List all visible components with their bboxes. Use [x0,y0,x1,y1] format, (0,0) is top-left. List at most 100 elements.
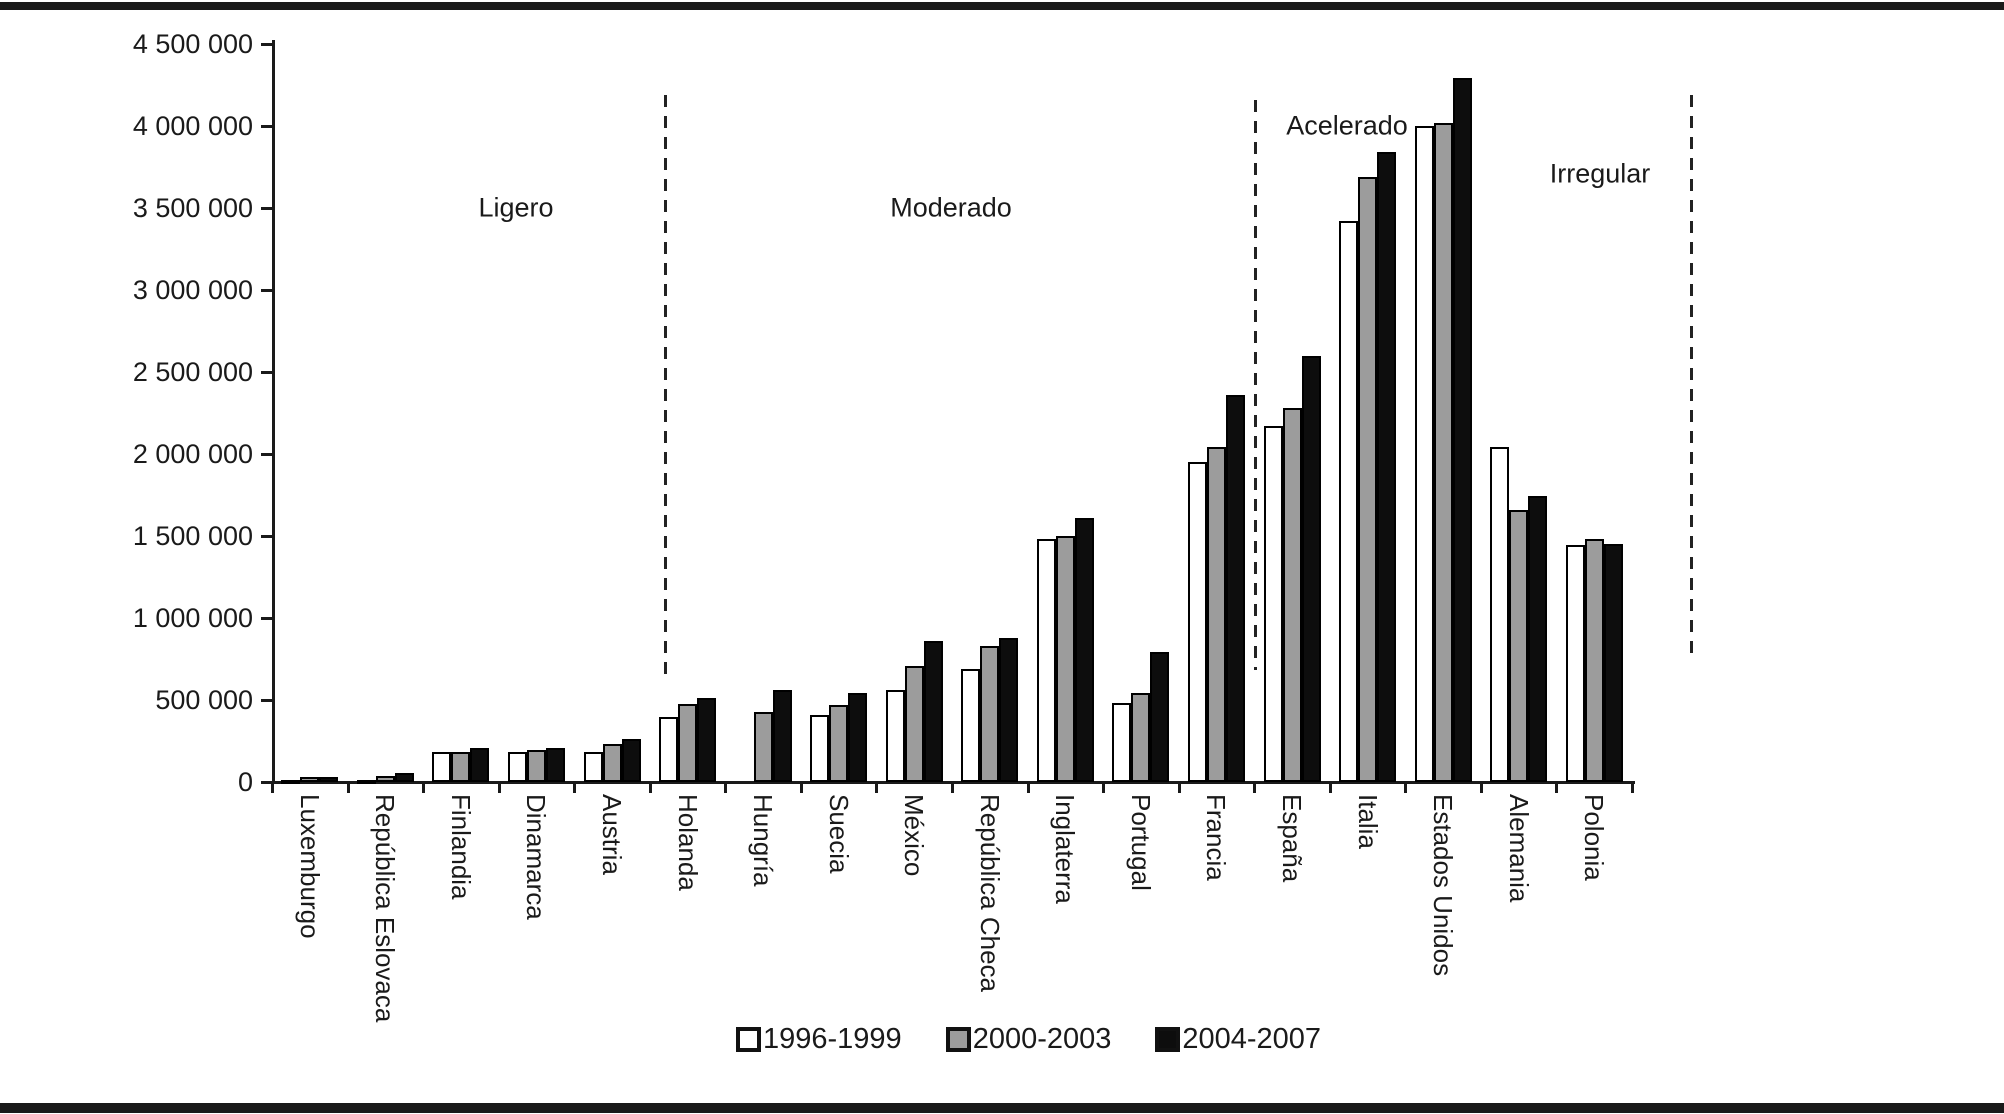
x-tick [1404,782,1408,793]
bar-austria-1996-1999 [584,752,603,782]
legend: 1996-1999 2000-2003 2004-2007 [736,1024,1321,1054]
bar-hungria-2000-2003 [754,712,773,782]
bar-polonia-1996-1999 [1566,545,1585,782]
x-tick [1479,782,1483,793]
x-category-label-suecia: Suecia [823,794,854,874]
y-tick [261,617,272,620]
x-tick [573,782,577,793]
bar-republica-checa-1996-1999 [961,669,980,782]
bar-suecia-2004-2007 [848,693,867,782]
x-category-label-austria: Austria [597,794,627,875]
y-tick-label: 500 000 [155,685,253,715]
section-label-moderado: Moderado [890,192,1012,223]
bar-republica-eslovaca-1996-1999 [357,780,376,784]
y-tick [261,43,272,46]
y-tick-label: 1 500 000 [132,521,253,551]
bar-portugal-2000-2003 [1131,693,1150,782]
x-category-label-italia: Italia [1352,794,1383,849]
bar-mexico-2004-2007 [924,641,943,782]
bar-espana-1996-1999 [1264,426,1283,782]
x-category-label-mexico: México [899,794,930,877]
bar-austria-2004-2007 [622,739,641,782]
x-category-label-luxemburgo: Luxemburgo [294,794,325,939]
bar-portugal-2004-2007 [1150,652,1169,782]
legend-label: 2004-2007 [1182,1023,1322,1055]
legend-label: 1996-1999 [763,1023,902,1055]
x-category-label-hungria: Hungría [748,794,779,887]
legend-swatch-icon [945,1026,971,1052]
bar-italia-2000-2003 [1358,177,1377,782]
top-rule [0,2,2004,10]
x-category-label-holanda: Holanda [672,794,703,891]
x-tick [1026,782,1030,793]
x-tick [346,782,350,793]
x-tick [1253,782,1257,793]
bar-republica-eslovaca-2004-2007 [395,773,414,782]
bar-luxemburgo-1996-1999 [281,780,300,784]
legend-item-2000-2003: 2000-2003 [945,1023,1112,1055]
legend-swatch-icon [736,1026,761,1052]
bar-holanda-2004-2007 [697,698,716,782]
bar-dinamarca-1996-1999 [508,752,527,782]
y-tick [261,699,272,702]
bar-suecia-1996-1999 [810,715,829,782]
x-category-label-republica-eslovaca: República Eslovaca [370,794,401,1023]
legend-item-1996-1999: 1996-1999 [736,1024,902,1054]
bar-republica-eslovaca-2000-2003 [376,776,395,782]
bar-republica-checa-2004-2007 [999,638,1018,782]
x-tick [951,782,954,793]
y-tick-label: 3 000 000 [132,275,253,305]
x-tick [648,782,652,793]
x-category-label-dinamarca: Dinamarca [521,794,552,920]
bar-inglaterra-2004-2007 [1075,518,1094,782]
y-tick-label: 2 000 000 [132,439,253,469]
bar-finlandia-1996-1999 [432,752,451,782]
x-tick [1631,782,1634,793]
bar-alemania-1996-1999 [1490,447,1509,782]
y-tick [261,781,272,784]
legend-swatch-icon [1155,1026,1181,1052]
bar-italia-1996-1999 [1339,221,1358,782]
y-tick [261,289,272,292]
bar-polonia-2000-2003 [1585,539,1604,782]
x-tick [1177,782,1181,793]
y-tick-label: 2 500 000 [132,357,253,387]
x-category-label-estados-unidos: Estados Unidos [1428,794,1459,977]
bar-mexico-1996-1999 [886,690,905,782]
x-tick [422,782,426,793]
x-category-label-espana: España [1277,794,1307,883]
bar-dinamarca-2004-2007 [546,748,565,782]
x-category-label-republica-checa: República Checa [974,794,1005,993]
y-tick [261,125,272,128]
bar-hungria-2004-2007 [773,690,792,782]
bar-francia-1996-1999 [1188,462,1207,782]
x-category-label-francia: Francia [1201,794,1232,881]
x-category-label-polonia: Polonia [1579,794,1610,881]
y-tick-label: 3 500 000 [132,193,253,223]
bar-mexico-2000-2003 [905,666,924,782]
bar-portugal-1996-1999 [1112,703,1131,782]
legend-label: 2000-2003 [972,1023,1112,1055]
bar-espana-2000-2003 [1283,408,1302,782]
bottom-rule [0,1103,2004,1113]
bar-estados-unidos-2004-2007 [1453,78,1472,782]
x-tick [497,782,501,793]
x-category-label-finlandia: Finlandia [445,794,476,900]
legend-item-2004-2007: 2004-2007 [1155,1024,1321,1054]
section-divider-2 [1254,100,1257,670]
x-tick [271,782,274,793]
bar-inglaterra-2000-2003 [1056,536,1075,782]
bar-finlandia-2000-2003 [451,752,470,782]
y-tick-label: 0 [237,767,253,797]
bar-alemania-2000-2003 [1509,510,1528,782]
x-tick [724,782,728,793]
bar-luxemburgo-2000-2003 [300,777,319,782]
section-label-acelerado: Acelerado [1286,110,1408,141]
y-tick [261,535,272,538]
y-axis-line [272,40,275,782]
bar-luxemburgo-2004-2007 [319,777,338,782]
bar-finlandia-2004-2007 [470,748,489,782]
section-divider-1 [664,95,667,683]
bar-polonia-2004-2007 [1604,544,1623,782]
